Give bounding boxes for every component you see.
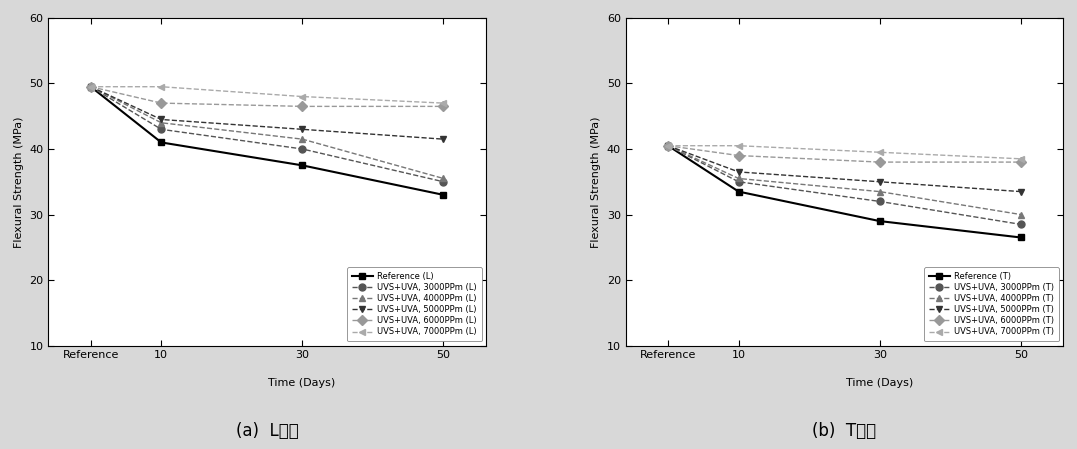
UVS+UVA, 3000PPm (T): [732, 179, 745, 185]
Line: UVS+UVA, 4000PPm (T): UVS+UVA, 4000PPm (T): [665, 142, 1024, 218]
Reference (T): [873, 218, 886, 224]
UVS+UVA, 3000PPm (T): [661, 143, 674, 149]
Line: UVS+UVA, 4000PPm (L): UVS+UVA, 4000PPm (L): [87, 83, 447, 182]
UVS+UVA, 7000PPm (L): [84, 84, 97, 89]
Reference (L): [437, 192, 450, 198]
UVS+UVA, 5000PPm (T): [661, 143, 674, 149]
Line: UVS+UVA, 3000PPm (T): UVS+UVA, 3000PPm (T): [665, 142, 1024, 228]
Line: UVS+UVA, 7000PPm (T): UVS+UVA, 7000PPm (T): [665, 142, 1024, 162]
UVS+UVA, 5000PPm (L): [296, 127, 309, 132]
UVS+UVA, 3000PPm (T): [1015, 222, 1027, 227]
Text: (b)  T방향: (b) T방향: [812, 422, 877, 440]
UVS+UVA, 4000PPm (T): [661, 143, 674, 149]
Text: (a)  L방향: (a) L방향: [236, 422, 298, 440]
UVS+UVA, 3000PPm (L): [296, 146, 309, 152]
Line: UVS+UVA, 5000PPm (T): UVS+UVA, 5000PPm (T): [665, 142, 1024, 195]
UVS+UVA, 6000PPm (L): [84, 84, 97, 89]
UVS+UVA, 7000PPm (L): [296, 94, 309, 99]
UVS+UVA, 5000PPm (L): [84, 84, 97, 89]
UVS+UVA, 7000PPm (T): [732, 143, 745, 149]
UVS+UVA, 4000PPm (L): [84, 84, 97, 89]
UVS+UVA, 7000PPm (L): [155, 84, 168, 89]
Reference (L): [296, 163, 309, 168]
Line: Reference (L): Reference (L): [87, 83, 447, 198]
Y-axis label: Flexural Strength (MPa): Flexural Strength (MPa): [14, 116, 24, 247]
X-axis label: Time (Days): Time (Days): [845, 379, 913, 388]
Reference (T): [661, 143, 674, 149]
Line: UVS+UVA, 6000PPm (L): UVS+UVA, 6000PPm (L): [87, 83, 447, 110]
Reference (L): [84, 84, 97, 89]
Line: UVS+UVA, 6000PPm (T): UVS+UVA, 6000PPm (T): [665, 142, 1024, 166]
UVS+UVA, 4000PPm (T): [1015, 212, 1027, 217]
UVS+UVA, 7000PPm (T): [873, 150, 886, 155]
UVS+UVA, 3000PPm (L): [155, 127, 168, 132]
X-axis label: Time (Days): Time (Days): [268, 379, 336, 388]
Line: Reference (T): Reference (T): [665, 142, 1024, 241]
UVS+UVA, 5000PPm (T): [873, 179, 886, 185]
UVS+UVA, 6000PPm (T): [661, 143, 674, 149]
UVS+UVA, 4000PPm (T): [873, 189, 886, 194]
UVS+UVA, 5000PPm (T): [732, 169, 745, 175]
UVS+UVA, 5000PPm (L): [155, 117, 168, 122]
UVS+UVA, 7000PPm (T): [661, 143, 674, 149]
Reference (L): [155, 140, 168, 145]
UVS+UVA, 6000PPm (T): [732, 153, 745, 158]
Legend: Reference (L), UVS+UVA, 3000PPm (L), UVS+UVA, 4000PPm (L), UVS+UVA, 5000PPm (L),: Reference (L), UVS+UVA, 3000PPm (L), UVS…: [347, 267, 481, 342]
Line: UVS+UVA, 7000PPm (L): UVS+UVA, 7000PPm (L): [87, 83, 447, 106]
Line: UVS+UVA, 5000PPm (L): UVS+UVA, 5000PPm (L): [87, 83, 447, 143]
UVS+UVA, 4000PPm (L): [296, 136, 309, 142]
Reference (T): [732, 189, 745, 194]
UVS+UVA, 7000PPm (T): [1015, 156, 1027, 162]
UVS+UVA, 6000PPm (T): [873, 159, 886, 165]
UVS+UVA, 6000PPm (L): [437, 104, 450, 109]
UVS+UVA, 3000PPm (L): [84, 84, 97, 89]
UVS+UVA, 6000PPm (L): [155, 101, 168, 106]
UVS+UVA, 5000PPm (L): [437, 136, 450, 142]
UVS+UVA, 4000PPm (L): [437, 176, 450, 181]
UVS+UVA, 3000PPm (L): [437, 179, 450, 185]
UVS+UVA, 7000PPm (L): [437, 101, 450, 106]
UVS+UVA, 4000PPm (L): [155, 120, 168, 125]
UVS+UVA, 6000PPm (L): [296, 104, 309, 109]
UVS+UVA, 6000PPm (T): [1015, 159, 1027, 165]
Y-axis label: Flexural Strength (MPa): Flexural Strength (MPa): [591, 116, 601, 247]
Reference (T): [1015, 235, 1027, 240]
UVS+UVA, 3000PPm (T): [873, 199, 886, 204]
Legend: Reference (T), UVS+UVA, 3000PPm (T), UVS+UVA, 4000PPm (T), UVS+UVA, 5000PPm (T),: Reference (T), UVS+UVA, 3000PPm (T), UVS…: [924, 267, 1059, 342]
Line: UVS+UVA, 3000PPm (L): UVS+UVA, 3000PPm (L): [87, 83, 447, 185]
UVS+UVA, 4000PPm (T): [732, 176, 745, 181]
UVS+UVA, 5000PPm (T): [1015, 189, 1027, 194]
